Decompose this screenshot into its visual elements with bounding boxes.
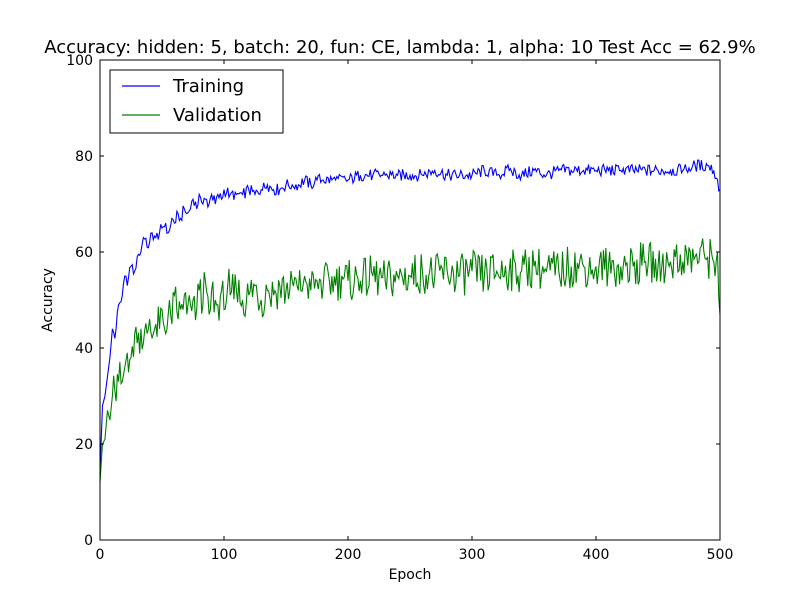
y-tick-label: 40 [75,341,93,357]
x-tick-label: 200 [335,547,362,563]
series-line-validation [99,238,721,483]
y-tick-label: 100 [66,53,93,69]
legend-label-validation: Validation [173,105,262,126]
y-tick-label: 0 [84,533,93,549]
x-tick-label: 300 [459,547,486,563]
y-axis-label: Accuracy [40,268,56,332]
legend: Training Validation [109,69,284,134]
y-tick-label: 60 [75,245,93,261]
chart-title: Accuracy: hidden: 5, batch: 20, fun: CE,… [44,37,755,58]
x-axis-label: Epoch [389,567,432,583]
legend-box [109,69,284,134]
y-tick-label: 80 [75,149,93,165]
x-tick-label: 400 [583,547,610,563]
legend-label-training: Training [172,76,244,97]
x-tick-label: 100 [211,547,238,563]
series-line-training [99,159,721,473]
plot-frame [99,59,721,541]
y-tick-label: 20 [75,437,93,453]
x-tick-label: 0 [96,547,105,563]
x-tick-label: 500 [707,547,734,563]
plot-area [99,159,721,483]
